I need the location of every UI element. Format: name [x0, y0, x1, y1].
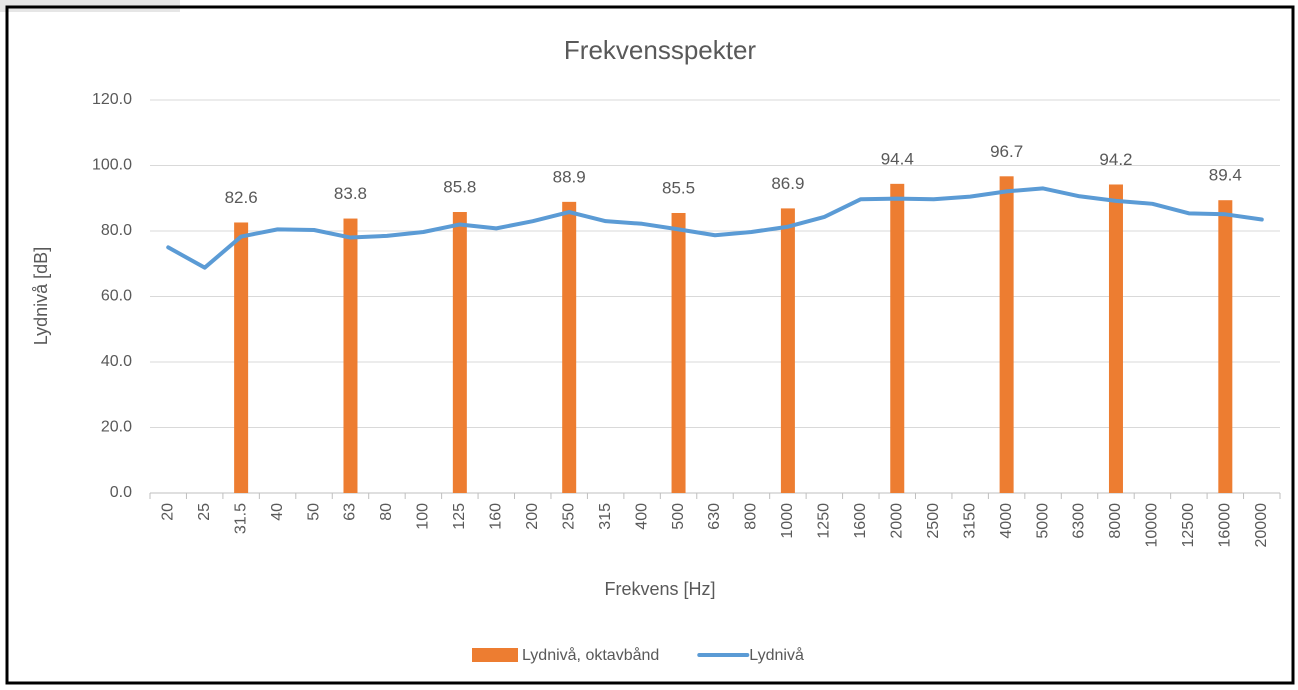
line [166, 186, 1264, 270]
x-tick-label: 1000 [779, 503, 796, 539]
x-tick-label: 2000 [888, 503, 905, 539]
x-axis-title: Frekvens [Hz] [604, 579, 715, 599]
x-tick-label: 31.5 [232, 503, 249, 534]
x-tick-label: 400 [633, 503, 650, 530]
data-label: 96.7 [990, 142, 1023, 161]
x-tick-label: 2500 [925, 503, 942, 539]
x-tick-label: 10000 [1144, 503, 1161, 548]
x-tick-label: 5000 [1034, 503, 1051, 539]
y-tick-label: 40.0 [101, 353, 132, 370]
data-label: 85.5 [662, 178, 695, 197]
x-tick-label: 20000 [1253, 503, 1270, 548]
y-tick-label: 60.0 [101, 288, 132, 305]
data-label: 86.9 [771, 174, 804, 193]
data-label: 83.8 [334, 184, 367, 203]
x-tick-label: 4000 [998, 503, 1015, 539]
legend-swatch [472, 648, 518, 662]
y-tick-label: 0.0 [110, 484, 132, 501]
x-tick-label: 80 [378, 503, 395, 521]
x-tick-label: 50 [305, 503, 322, 521]
bar [671, 212, 686, 494]
x-tick-label: 20 [159, 503, 176, 521]
y-tick-label: 20.0 [101, 419, 132, 436]
data-label: 82.6 [225, 188, 258, 207]
x-tick-label: 125 [451, 503, 468, 530]
x-tick-label: 1250 [816, 503, 833, 539]
x-tick-label: 800 [743, 503, 760, 530]
bar [343, 218, 358, 493]
x-tick-label: 16000 [1217, 503, 1234, 548]
x-tick-label: 315 [597, 503, 614, 530]
x-tick-label: 40 [269, 503, 286, 521]
x-tick-label: 200 [524, 503, 541, 530]
bar [452, 212, 467, 493]
data-label: 94.2 [1099, 150, 1132, 169]
x-tick-label: 3150 [961, 503, 978, 539]
bar [562, 201, 577, 494]
x-tick-label: 100 [415, 503, 432, 530]
bar [1218, 200, 1233, 493]
x-tick-label: 250 [560, 503, 577, 530]
legend-label: Lydnivå [749, 646, 804, 664]
data-label: 88.9 [553, 167, 586, 186]
data-label: 94.4 [881, 149, 914, 168]
x-tick-label: 63 [342, 503, 359, 521]
chart-title: Frekvensspekter [564, 35, 757, 65]
bar [234, 222, 249, 494]
bar [780, 208, 795, 493]
y-axis-title: Lydnivå [dB] [31, 247, 51, 345]
x-tick-label: 630 [706, 503, 723, 530]
bar [999, 176, 1014, 493]
x-tick-label: 1600 [852, 503, 869, 539]
bar [1108, 184, 1123, 493]
bar [890, 183, 905, 493]
legend-label: Lydnivå, oktavbånd [522, 646, 659, 664]
data-label: 85.8 [443, 177, 476, 196]
x-tick-label: 160 [488, 503, 505, 530]
y-tick-label: 100.0 [92, 157, 132, 174]
x-tick-label: 8000 [1107, 503, 1124, 539]
y-tick-label: 80.0 [101, 222, 132, 239]
x-tick-label: 500 [670, 503, 687, 530]
x-tick-label: 12500 [1180, 503, 1197, 548]
y-tick-label: 120.0 [92, 91, 132, 108]
frame [5, 5, 1295, 685]
x-tick-label: 6300 [1071, 503, 1088, 539]
data-label: 89.4 [1209, 166, 1242, 185]
x-tick-label: 25 [196, 503, 213, 521]
